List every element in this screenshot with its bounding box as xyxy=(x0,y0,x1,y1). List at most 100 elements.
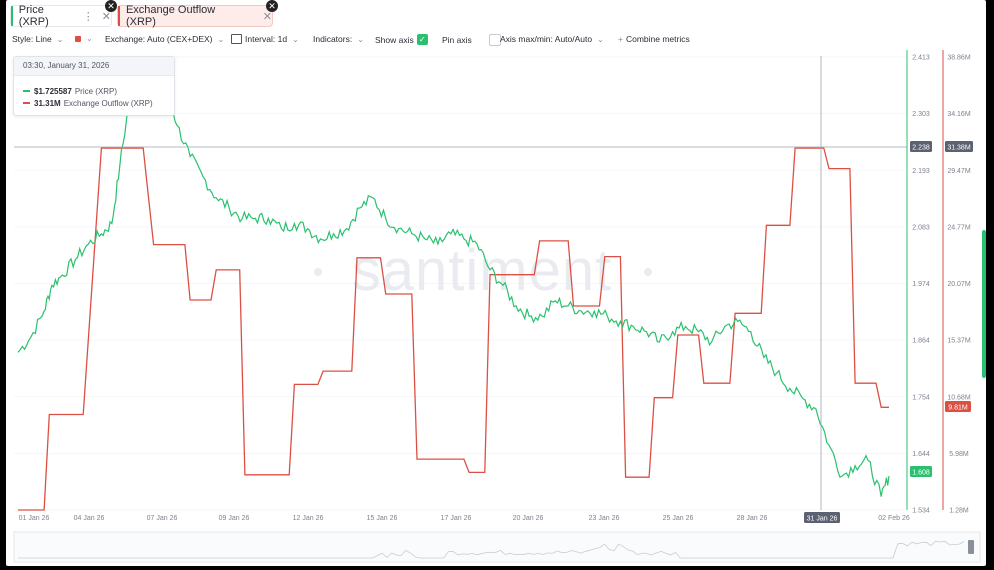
price-tick-label: 1.534 xyxy=(912,508,930,515)
current-outflow-label: 9.81M xyxy=(948,405,968,412)
metric-chip-price[interactable]: Price (XRP) ⋮ ✕ xyxy=(10,4,112,28)
price-tick-label: 2.413 xyxy=(912,55,930,62)
x-tick-label: 28 Jan 26 xyxy=(737,515,768,522)
crosshair-date-label: 31 Jan 26 xyxy=(807,516,838,523)
navigator-panel[interactable] xyxy=(13,531,981,563)
outflow-tick-label: 34.16M xyxy=(947,111,971,118)
chevron-down-icon: ⌄ xyxy=(86,34,93,43)
price-tick-label: 2.083 xyxy=(912,224,930,231)
price-tick-label: 1.644 xyxy=(912,451,930,458)
watermark-dot-icon xyxy=(314,268,322,276)
x-tick-label: 12 Jan 26 xyxy=(293,515,324,522)
close-icon[interactable]: ✕ xyxy=(101,10,111,23)
tooltip-date: 03:30, January 31, 2026 xyxy=(14,57,174,76)
x-tick-label: 07 Jan 26 xyxy=(147,515,178,522)
indicators-label: Indicators: xyxy=(313,34,353,44)
tooltip-price-value: $1.725587 xyxy=(34,86,72,96)
show-axis-toggle[interactable]: Show axis ✓ xyxy=(375,34,428,45)
navigator-handle-icon[interactable] xyxy=(968,540,974,554)
price-tick-label: 2.193 xyxy=(912,168,930,175)
crosshair-date-badge xyxy=(804,512,840,523)
indicators-dropdown[interactable]: Indicators: ⌄ xyxy=(313,34,364,44)
outflow-series-line[interactable] xyxy=(18,147,889,511)
price-legend-icon xyxy=(23,90,30,92)
color-swatch-icon xyxy=(75,35,81,42)
scrollbar[interactable] xyxy=(982,230,986,378)
pin-axis-toggle[interactable]: Pin axis xyxy=(442,34,501,46)
show-axis-label: Show axis xyxy=(375,34,414,45)
x-tick-label: 15 Jan 26 xyxy=(367,515,398,522)
current-price-label: 1.608 xyxy=(912,470,930,477)
outflow-tick-label: 10.68M xyxy=(947,394,971,401)
combine-metrics-button[interactable]: + Combine metrics xyxy=(618,34,690,44)
metric-chip-price-label: Price (XRP) xyxy=(18,4,49,28)
x-tick-label: 23 Jan 26 xyxy=(589,515,620,522)
color-picker[interactable]: ⌄ xyxy=(75,34,93,43)
tooltip-outflow-label: Exchange Outflow (XRP) xyxy=(63,98,153,108)
crosshair-outflow-label: 31.38M xyxy=(947,145,971,152)
x-tick-label: 20 Jan 26 xyxy=(513,515,544,522)
axis-maxmin-label: Axis max/min: Auto/Auto xyxy=(500,34,593,44)
outflow-tick-label: 20.07M xyxy=(947,281,971,288)
price-tick-label: 1.974 xyxy=(912,281,930,288)
outflow-tick-label: 5.98M xyxy=(949,451,969,458)
price-color-bar xyxy=(11,6,13,26)
chevron-down-icon: ⌄ xyxy=(217,34,225,44)
remove-metric-icon[interactable]: ✕ xyxy=(105,0,117,12)
interval-dropdown-label: Interval: 1d xyxy=(245,34,288,44)
outflow-tick-label: 38.86M xyxy=(947,55,971,62)
exchange-dropdown-label: Exchange: Auto (CEX+DEX) xyxy=(105,34,213,44)
chart-window: Price (XRP) ⋮ ✕ ✕ Exchange Outflow (XRP)… xyxy=(6,0,986,566)
style-dropdown[interactable]: Style: Line ⌄ xyxy=(12,34,63,44)
price-axis-ticks: 2.413 2.303 2.193 2.083 1.974 1.864 1.754 1.644… xyxy=(912,55,930,515)
tooltip-price-row: $1.725587 Price (XRP) xyxy=(23,85,174,97)
chart-toolbar: Style: Line ⌄ ⌄ Exchange: Auto (CEX+DEX) ⌄… xyxy=(12,34,986,48)
chart-tooltip: 03:30, January 31, 2026 $1.725587 Price … xyxy=(13,56,175,116)
tooltip-outflow-value: 31.31M xyxy=(34,98,61,108)
style-dropdown-label: Style: Line xyxy=(12,34,52,44)
axis-maxmin-dropdown[interactable]: Axis max/min: Auto/Auto ⌄ xyxy=(500,34,604,44)
outflow-tick-label: 1.28M xyxy=(949,508,969,515)
x-tick-label: 17 Jan 26 xyxy=(441,515,472,522)
metric-chip-outflow[interactable]: Exchange Outflow (XRP) ✕ xyxy=(117,4,273,28)
remove-metric-icon[interactable]: ✕ xyxy=(266,0,278,12)
tooltip-price-label: Price (XRP) xyxy=(74,86,118,96)
navigator-series xyxy=(18,540,965,559)
x-tick-label: 25 Jan 26 xyxy=(663,515,694,522)
tooltip-outflow-row: 31.31M Exchange Outflow (XRP) xyxy=(23,97,174,109)
price-tick-label: 1.864 xyxy=(912,338,930,345)
price-tick-label: 1.754 xyxy=(912,394,930,401)
checkmark-icon[interactable]: ✓ xyxy=(416,34,428,45)
x-tick-label: 04 Jan 26 xyxy=(74,515,105,522)
chevron-down-icon: ⌄ xyxy=(56,34,64,44)
pin-axis-label: Pin axis xyxy=(442,35,472,45)
x-tick-label: 09 Jan 26 xyxy=(219,515,250,522)
crosshair-outflow-badge xyxy=(945,141,973,152)
current-price-badge xyxy=(910,466,932,477)
outflow-color-bar xyxy=(118,6,120,26)
outflow-tick-label: 15.37M xyxy=(947,338,971,345)
chevron-down-icon: ⌄ xyxy=(357,34,364,44)
interval-dropdown[interactable]: Interval: 1d ⌄ xyxy=(231,34,299,44)
pin-axis-checkbox[interactable] xyxy=(488,34,501,46)
chevron-down-icon: ⌄ xyxy=(292,34,299,44)
x-tick-label: 02 Feb 26 xyxy=(878,515,910,522)
crosshair-price-badge xyxy=(910,141,932,152)
price-tick-label: 2.303 xyxy=(912,111,930,118)
chevron-down-icon: ⌄ xyxy=(597,34,604,44)
outflow-legend-icon xyxy=(23,102,30,104)
metric-chip-outflow-label: Exchange Outflow (XRP) xyxy=(125,4,216,28)
outflow-axis-ticks: 38.86M 34.16M 29.47M 24.77M 20.07M 15.37M 10.6… xyxy=(947,55,971,515)
outflow-tick-label: 29.47M xyxy=(947,168,971,175)
exchange-dropdown[interactable]: Exchange: Auto (CEX+DEX) ⌄ xyxy=(105,34,224,44)
x-axis-ticks: 01 Jan 26 04 Jan 26 07 Jan 26 09 Jan 26 12 J… xyxy=(19,515,910,522)
calendar-icon xyxy=(231,34,242,44)
plus-icon: + xyxy=(618,34,623,44)
current-outflow-badge xyxy=(945,401,971,412)
x-tick-label: 01 Jan 26 xyxy=(19,515,50,522)
more-options-icon[interactable]: ⋮ xyxy=(82,10,94,23)
watermark-dot-icon xyxy=(644,268,652,276)
price-outflow-chart[interactable]: santiment 2.413 2.303 2.193 2.083 1.974 1.864… xyxy=(6,0,986,566)
crosshair-price-label: 2.238 xyxy=(912,145,930,152)
close-icon[interactable]: ✕ xyxy=(262,10,272,23)
